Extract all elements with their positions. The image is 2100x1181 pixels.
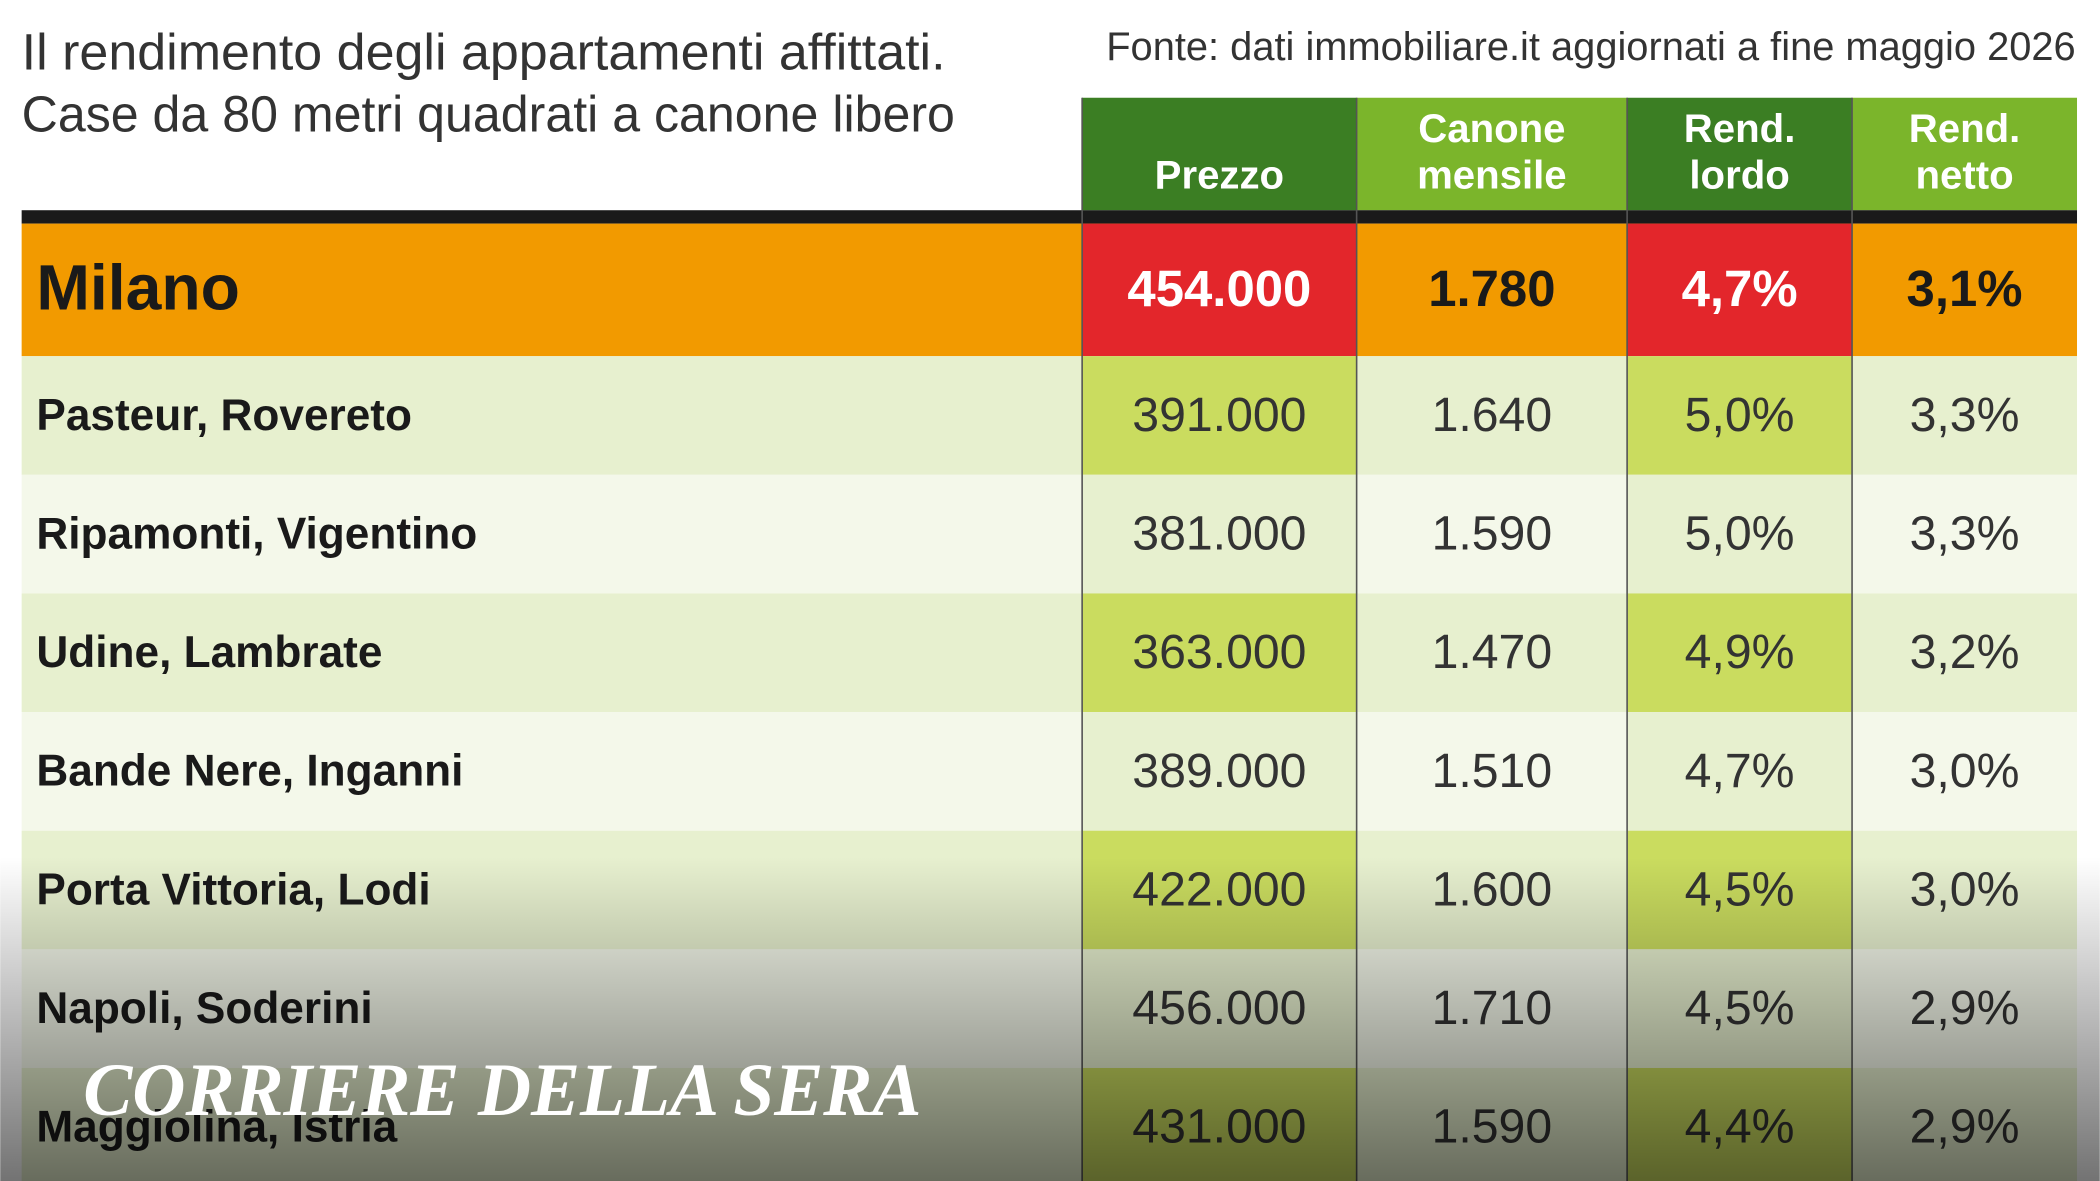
row-label: Ripamonti, Vigentino	[36, 509, 477, 558]
source: Fonte: dati immobiliare.it aggiornati a …	[1106, 24, 2075, 69]
cell-value: 391.000	[1132, 388, 1306, 442]
highlight-cell	[1082, 593, 1357, 713]
column-header-cell	[1627, 97, 1853, 211]
title-line: Case da 80 metri quadrati a canone liber…	[22, 85, 955, 142]
cell-value: 389.000	[1132, 744, 1306, 798]
row-label: Pasteur, Rovereto	[36, 391, 412, 440]
cell-value: 1.510	[1432, 744, 1553, 798]
cell-value: 454.000	[1127, 260, 1311, 317]
highlight-cell	[1082, 223, 1357, 357]
cell-value: 3,1%	[1907, 260, 2023, 317]
cell-value: 5,0%	[1685, 507, 1795, 561]
highlight-cell	[1627, 223, 1853, 357]
highlight-cell	[1082, 474, 1357, 594]
watermark: CORRIERE DELLA SERA	[83, 1049, 921, 1132]
highlight-cell	[1627, 712, 1853, 831]
cell-value: 4,9%	[1685, 625, 1795, 679]
row-label: Udine, Lambrate	[36, 628, 382, 677]
column-header: Rend.	[1684, 106, 1796, 151]
highlight-cell	[1627, 474, 1853, 594]
bottom-shade	[0, 856, 2100, 1181]
column-header: Rend.	[1909, 106, 2021, 151]
highlight-cell	[1627, 593, 1853, 713]
cell-value: 4,7%	[1685, 744, 1795, 798]
highlight-cell	[1082, 712, 1357, 831]
cell-value: 3,3%	[1910, 507, 2020, 561]
column-header-cell	[1082, 97, 1357, 211]
cell-value: 3,0%	[1910, 744, 2020, 798]
column-header: netto	[1915, 153, 2013, 198]
column-header: Prezzo	[1155, 153, 1284, 198]
cell-value: 381.000	[1132, 507, 1306, 561]
highlight-cell	[1082, 356, 1357, 475]
cell-value: 1.780	[1428, 260, 1555, 317]
cell-value: 363.000	[1132, 625, 1306, 679]
row-label: Bande Nere, Inganni	[36, 747, 463, 796]
column-header-cell	[1852, 97, 2078, 211]
highlight-cell	[1627, 356, 1853, 475]
cell-value: 3,2%	[1910, 625, 2020, 679]
cell-value: 4,7%	[1682, 260, 1798, 317]
cell-value: 5,0%	[1685, 388, 1795, 442]
cell-value: 3,3%	[1910, 388, 2020, 442]
column-header: lordo	[1689, 153, 1789, 198]
cell-value: 1.470	[1432, 625, 1553, 679]
column-header: Canone	[1418, 106, 1565, 151]
row-label: Milano	[36, 252, 240, 324]
header-rule	[21, 210, 2078, 224]
cell-value: 1.640	[1432, 388, 1553, 442]
cell-value: 1.590	[1432, 507, 1553, 561]
column-header: mensile	[1417, 153, 1567, 198]
title-line: Il rendimento degli appartamenti affitta…	[22, 24, 946, 81]
column-header-cell	[1356, 97, 1628, 211]
